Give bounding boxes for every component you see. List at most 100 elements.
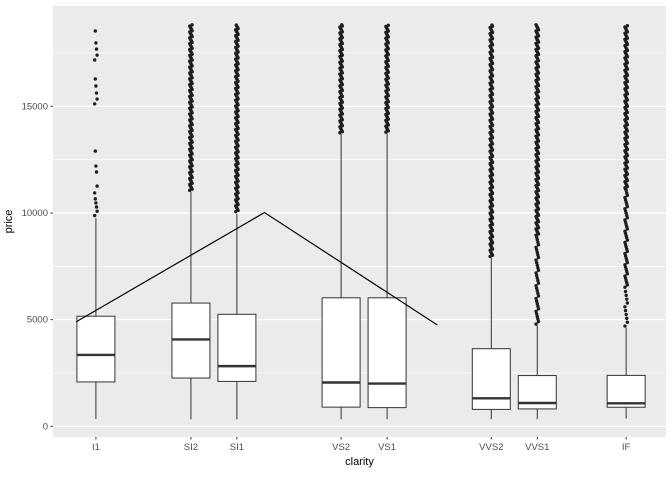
boxplot-vs1: VS1 <box>367 23 407 453</box>
outlier-points <box>338 23 345 135</box>
outlier-point <box>95 97 99 101</box>
outlier-point <box>534 258 538 262</box>
outlier-point <box>534 271 538 275</box>
outlier-point <box>534 260 539 265</box>
boxplot-si2: SI2 <box>171 23 211 453</box>
outlier-point <box>625 320 630 324</box>
outlier-point <box>190 23 194 27</box>
outlier-point <box>93 77 98 81</box>
boxplot-si1: SI1 <box>217 23 257 453</box>
iqr-box <box>367 297 407 409</box>
outlier-point <box>534 286 539 290</box>
grid-minor <box>53 52 666 374</box>
boxplot-vs2: VS2 <box>321 23 361 453</box>
iqr-box <box>471 348 511 410</box>
outlier-point <box>624 312 628 317</box>
outlier-point <box>536 317 540 321</box>
y-tick-label: 5000 <box>27 315 48 326</box>
outlier-point <box>623 289 628 294</box>
outlier-point <box>535 263 539 267</box>
outlier-point <box>534 273 539 278</box>
outlier-point <box>625 24 630 28</box>
outlier-point <box>93 29 98 33</box>
outlier-point <box>623 305 627 309</box>
x-axis-title: clarity <box>345 456 374 468</box>
outlier-point <box>535 301 539 306</box>
outlier-point <box>536 291 540 296</box>
iqr-box <box>606 374 646 408</box>
outlier-point <box>623 263 627 267</box>
outlier-point <box>94 170 99 174</box>
outlier-point <box>624 293 628 298</box>
outlier-points <box>384 23 390 134</box>
outlier-point <box>536 255 541 260</box>
boxplot-vvs2: VVS2 <box>471 23 511 453</box>
x-tick-label: SI2 <box>184 442 198 453</box>
outlier-point <box>340 23 344 27</box>
outlier-point <box>536 304 540 308</box>
outlier-point <box>536 266 540 270</box>
x-tick-label: VVS2 <box>479 442 503 453</box>
outlier-point <box>623 218 627 222</box>
outlier-point <box>625 191 629 195</box>
outlier-point <box>534 284 538 288</box>
outlier-point <box>536 319 541 324</box>
outlier-point <box>536 307 541 311</box>
outlier-point <box>623 308 628 313</box>
outlier-point <box>94 164 98 168</box>
outlier-point <box>534 245 538 250</box>
outlier-point <box>94 47 99 51</box>
outlier-point <box>535 289 539 293</box>
outlier-point <box>623 195 627 200</box>
iqr-box <box>76 315 116 383</box>
boxplot-i1: I1 <box>76 29 116 453</box>
outlier-point <box>93 213 97 218</box>
outlier-point <box>534 23 538 27</box>
outlier-point <box>623 251 627 256</box>
outlier-point <box>536 243 541 247</box>
outlier-point <box>623 207 627 211</box>
outlier-point <box>93 149 98 153</box>
outlier-points <box>93 29 99 218</box>
outlier-points <box>534 23 541 326</box>
outlier-point <box>623 240 627 245</box>
outlier-point <box>535 276 539 280</box>
y-axis-title: price <box>3 209 15 234</box>
y-axis: 0 5000 10000 15000 <box>22 101 53 432</box>
outlier-point <box>94 84 98 88</box>
outlier-point <box>536 278 540 283</box>
x-tick-label: IF <box>622 442 631 453</box>
outlier-point <box>625 297 629 301</box>
outlier-point <box>536 240 540 244</box>
annotation-line <box>75 211 438 326</box>
boxplot-vvs1: VVS1 <box>517 23 557 453</box>
outlier-point <box>534 322 538 326</box>
outlier-point <box>623 324 627 328</box>
outlier-point <box>490 23 494 27</box>
outlier-point <box>93 197 98 201</box>
outlier-point <box>625 316 629 321</box>
outlier-points <box>188 23 194 193</box>
boxplot-if: IF <box>606 24 646 453</box>
outlier-point <box>234 23 238 27</box>
outlier-point <box>94 201 98 205</box>
outlier-points <box>488 23 495 259</box>
outlier-point <box>623 229 627 233</box>
outlier-point <box>536 281 541 285</box>
x-tick-label: VS2 <box>332 442 350 453</box>
outlier-point <box>386 23 390 28</box>
outlier-point <box>536 253 540 257</box>
outlier-point <box>94 91 99 95</box>
iqr-box <box>321 297 361 408</box>
x-tick-label: I1 <box>92 442 100 453</box>
outlier-points <box>623 24 630 328</box>
outlier-point <box>535 314 539 319</box>
outlier-point <box>93 191 97 195</box>
outlier-point <box>94 205 99 209</box>
outlier-point <box>95 184 99 188</box>
outlier-point <box>534 309 538 314</box>
outlier-point <box>534 312 539 316</box>
iqr-box <box>217 313 257 382</box>
